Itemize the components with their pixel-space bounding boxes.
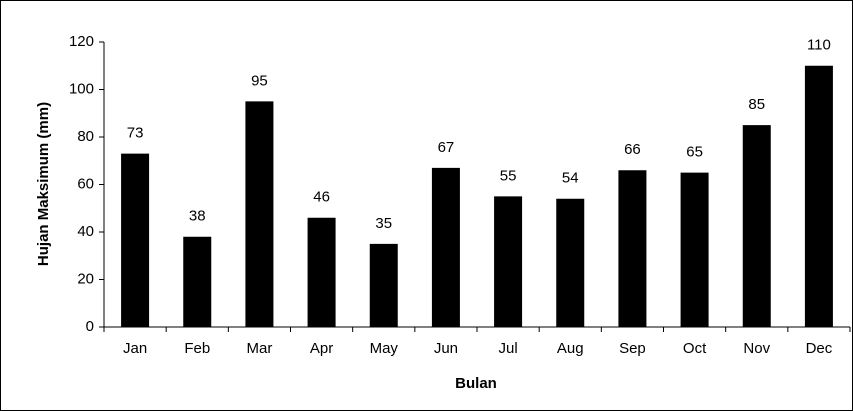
value-label: 67 — [438, 139, 455, 156]
y-tick-label: 100 — [69, 80, 94, 97]
bar — [431, 167, 460, 327]
value-label: 35 — [375, 215, 392, 232]
value-label: 66 — [624, 141, 641, 158]
x-tick-label: May — [370, 340, 399, 357]
y-tick-label: 20 — [77, 270, 94, 287]
x-tick-label: Dec — [806, 340, 833, 357]
y-tick-label: 40 — [77, 223, 94, 240]
x-tick-label: Feb — [184, 340, 210, 357]
x-tick-label: Mar — [246, 340, 272, 357]
bar — [804, 65, 833, 327]
x-tick-label: Jun — [434, 340, 458, 357]
y-axis-label: Hujan Maksimum (mm) — [35, 102, 52, 266]
x-tick-label: Aug — [557, 340, 584, 357]
bar — [121, 153, 150, 327]
x-tick-label: Oct — [683, 340, 707, 357]
value-label: 85 — [748, 96, 765, 113]
value-label: 46 — [313, 189, 330, 206]
bar — [494, 196, 523, 327]
bar — [618, 170, 647, 327]
y-tick-label: 60 — [77, 175, 94, 192]
bar — [742, 125, 771, 327]
value-label: 95 — [251, 72, 268, 89]
x-tick-label: Sep — [619, 340, 646, 357]
y-tick-label: 0 — [86, 318, 94, 335]
value-label: 55 — [500, 167, 517, 184]
bar — [680, 172, 709, 327]
x-tick-label: Apr — [310, 340, 333, 357]
value-label: 54 — [562, 170, 579, 187]
x-tick-label: Jan — [123, 340, 147, 357]
value-label: 73 — [127, 125, 144, 142]
y-tick-label: 80 — [77, 128, 94, 145]
bar — [307, 217, 336, 327]
x-tick-label: Jul — [498, 340, 517, 357]
bar — [245, 101, 274, 327]
bar — [369, 243, 398, 327]
value-label: 110 — [807, 37, 831, 54]
bar — [183, 236, 212, 327]
value-label: 38 — [189, 208, 206, 225]
x-axis-label: Bulan — [455, 375, 497, 392]
y-tick-label: 120 — [69, 33, 94, 50]
x-tick-label: Nov — [743, 340, 770, 357]
value-label: 65 — [686, 144, 703, 161]
bar — [556, 198, 585, 327]
